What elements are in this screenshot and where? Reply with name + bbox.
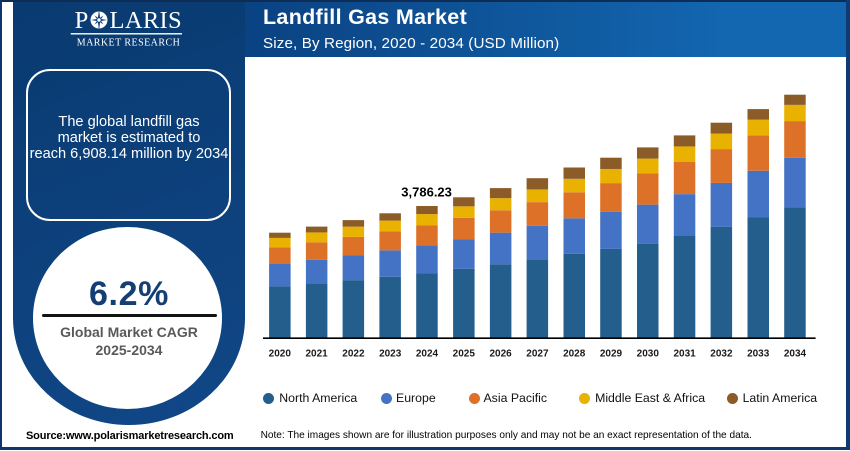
svg-text:2028: 2028 [563,348,586,359]
svg-text:2032: 2032 [710,348,733,359]
svg-text:2031: 2031 [673,348,696,359]
svg-text:2027: 2027 [526,348,549,359]
svg-text:2022: 2022 [342,348,365,359]
svg-text:2025: 2025 [453,348,476,359]
svg-text:2033: 2033 [747,348,770,359]
svg-text:2029: 2029 [600,348,623,359]
svg-text:2021: 2021 [305,348,328,359]
svg-text:2024: 2024 [416,348,439,359]
svg-text:MARKET RESEARCH: MARKET RESEARCH [77,38,181,49]
svg-text:3,786.23: 3,786.23 [401,185,452,200]
svg-text:2026: 2026 [489,348,512,359]
svg-text:P: P [75,8,89,34]
svg-text:LARIS: LARIS [110,8,183,34]
svg-text:2020: 2020 [269,348,292,359]
svg-text:2023: 2023 [379,348,402,359]
svg-text:2030: 2030 [637,348,660,359]
svg-text:2034: 2034 [784,348,807,359]
